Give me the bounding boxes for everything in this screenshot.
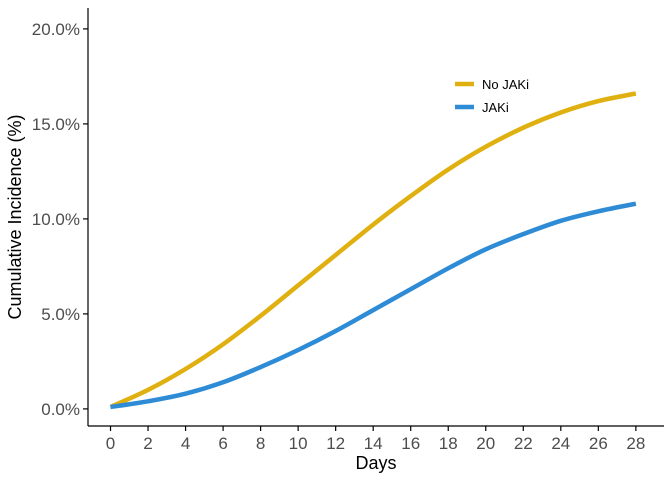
y-tick-label: 20.0% [32,20,80,39]
x-tick-label: 18 [439,434,458,453]
x-axis-title: Days [355,453,396,473]
series-lines [109,91,637,410]
legend-label: No JAKi [482,77,529,92]
x-axis-ticks: 0 2 4 6 8 10 12 14 16 18 20 22 24 26 28 [106,426,645,453]
x-tick-label: 8 [256,434,265,453]
x-tick-label: 14 [364,434,383,453]
y-tick-label: 0.0% [41,400,80,419]
x-tick-label: 16 [401,434,420,453]
legend-label: JAKi [482,100,509,115]
x-tick-label: 12 [326,434,345,453]
x-tick-label: 0 [106,434,115,453]
series-line-jaki [110,201,637,410]
y-axis-title: Cumulative Incidence (%) [5,114,25,319]
series-line-no-jaki [109,91,637,410]
y-axis-ticks: 0.0% 5.0% 10.0% 15.0% 20.0% [32,20,88,419]
x-tick-label: 24 [551,434,570,453]
x-tick-label: 4 [181,434,190,453]
y-tick-label: 10.0% [32,210,80,229]
x-tick-label: 20 [476,434,495,453]
y-tick-label: 15.0% [32,115,80,134]
legend: No JAKi JAKi [455,77,529,115]
x-tick-label: 28 [626,434,645,453]
x-tick-label: 6 [218,434,227,453]
x-tick-label: 10 [289,434,308,453]
x-tick-label: 26 [589,434,608,453]
y-tick-label: 5.0% [41,305,80,324]
x-tick-label: 22 [514,434,533,453]
x-tick-label: 2 [143,434,152,453]
